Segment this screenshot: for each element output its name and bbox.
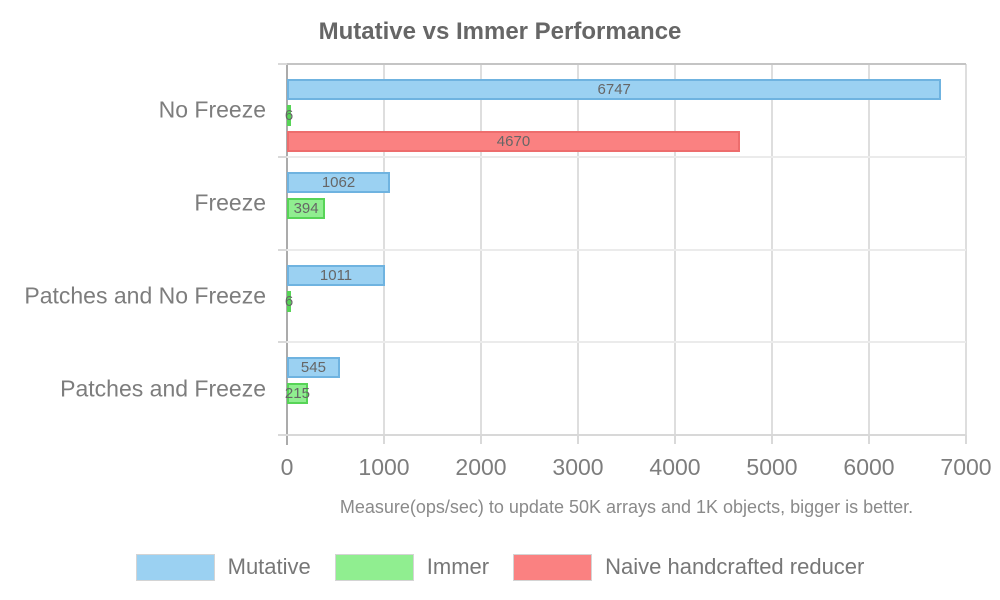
bar-value-label: 6 — [284, 292, 294, 310]
bar: 6 — [284, 290, 294, 312]
legend-item[interactable]: Immer — [334, 553, 490, 581]
gridline-horizontal — [287, 155, 966, 158]
legend-swatch — [513, 553, 593, 581]
x-tick-label: 6000 — [843, 454, 895, 480]
category-row: 1062 394 — [287, 157, 966, 250]
legend-item[interactable]: Naive handcrafted reducer — [513, 553, 865, 581]
axis-tick — [278, 63, 287, 65]
bar: 545 — [287, 357, 340, 379]
category-label: Patches and No Freeze — [24, 282, 266, 309]
category-row: 6747 6 4670 — [284, 64, 966, 157]
x-tick-label: 3000 — [552, 454, 604, 480]
legend-label: Mutative — [227, 554, 311, 579]
bar-value-label: 6747 — [597, 81, 631, 98]
category-label: No Freeze — [158, 96, 266, 123]
category-row: 545 215 — [284, 342, 966, 435]
x-tick-label: 2000 — [455, 454, 507, 480]
axis-caption: Measure(ops/sec) to update 50K arrays an… — [339, 497, 914, 517]
bar-value-label: 1011 — [319, 266, 353, 284]
bar: 394 — [287, 197, 326, 219]
y-axis-labels: No Freeze Freeze Patches and No Freeze Patc… — [0, 64, 266, 435]
bar-value-label: 6 — [284, 107, 294, 124]
plot-area: 6747 6 4670 1062 394 1011 6 545 215 — [278, 63, 967, 445]
axis-tick — [577, 435, 579, 444]
axis-tick — [383, 435, 385, 444]
axis-tick — [278, 248, 287, 251]
axis-tick — [868, 435, 870, 444]
axis-tick — [286, 435, 288, 445]
axis-tick — [278, 434, 287, 436]
axis-tick — [674, 435, 676, 444]
legend-swatch — [135, 553, 215, 581]
x-tick-label: 4000 — [649, 454, 701, 480]
axis-tick — [965, 435, 967, 444]
category-label: Freeze — [194, 189, 266, 216]
legend-label: Immer — [426, 554, 490, 579]
legend: Mutative Immer Naive handcrafted reducer — [0, 551, 1000, 583]
chart-title: Mutative vs Immer Performance — [318, 18, 682, 45]
bar: 6 — [284, 105, 294, 126]
gridline-horizontal — [287, 63, 966, 65]
bar: 4670 — [287, 131, 740, 152]
bar-value-label: 545 — [300, 359, 326, 377]
bar: 1011 — [287, 264, 386, 286]
axis-tick — [278, 155, 287, 158]
gridline-horizontal — [287, 341, 966, 344]
bar-value-label: 1062 — [321, 173, 356, 191]
gridline-horizontal — [287, 434, 966, 436]
legend-swatch — [334, 553, 414, 581]
bar: 1062 — [287, 171, 390, 193]
axis-tick — [771, 435, 773, 444]
x-axis-labels: 0 1000 2000 3000 4000 5000 6000 7000 — [281, 454, 992, 482]
bar-value-label: 215 — [284, 385, 310, 403]
legend-item[interactable]: Mutative — [135, 553, 311, 581]
bar: 215 — [284, 383, 310, 405]
axis-tick — [480, 435, 482, 444]
bar-value-label: 4670 — [496, 133, 531, 150]
x-tick-label: 0 — [280, 454, 294, 480]
category-row: 1011 6 — [284, 250, 966, 343]
category-label: Patches and Freeze — [60, 375, 266, 402]
x-tick-label: 7000 — [940, 454, 992, 480]
gridline-horizontal — [287, 248, 966, 251]
legend-label: Naive handcrafted reducer — [605, 554, 865, 579]
bar: 6747 — [287, 79, 942, 100]
bar-value-label: 394 — [293, 199, 319, 217]
axis-tick — [278, 341, 287, 344]
x-tick-label: 5000 — [746, 454, 798, 480]
x-tick-label: 1000 — [358, 454, 410, 480]
gridline-vertical — [965, 64, 967, 435]
